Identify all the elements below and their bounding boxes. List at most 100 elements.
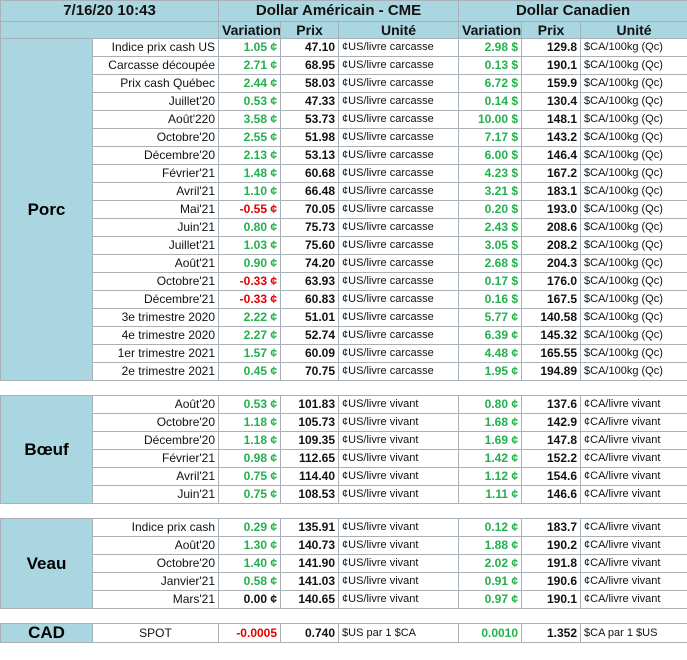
cad-variation: 6.72 $	[458, 74, 523, 93]
cad-unite-header: Unité	[580, 21, 687, 39]
cad-unit: $CA/100kg (Qc)	[580, 290, 687, 309]
cad-variation: 6.39 ¢	[458, 326, 523, 345]
usd-unit: ¢US/livre carcasse	[338, 38, 460, 57]
cad-unit: $CA/100kg (Qc)	[580, 182, 687, 201]
usd-prix-header: Prix	[280, 21, 340, 39]
cad-price: 130.4	[521, 92, 582, 111]
cad-variation: 0.20 $	[458, 200, 523, 219]
row-label: Décembre'20	[91, 146, 220, 165]
usd-price: 47.10	[280, 38, 340, 57]
cad-prix-header: Prix	[521, 21, 582, 39]
cad-price: 129.8	[521, 38, 582, 57]
row-label: SPOT	[91, 623, 220, 643]
cad-variation: 0.0010	[458, 623, 523, 643]
price-table: 7/16/20 10:43 Dollar Américain - CME Dol…	[0, 0, 687, 643]
cad-unit: $CA/100kg (Qc)	[580, 326, 687, 345]
usd-variation: 0.75 ¢	[218, 485, 282, 504]
table-row: Août'21 0.90 ¢ 74.20 ¢US/livre carcasse 2.68…	[1, 254, 687, 273]
usd-unit: ¢US/livre vivant	[338, 449, 460, 468]
usd-price: 140.65	[280, 590, 340, 609]
usd-unit: ¢US/livre vivant	[338, 554, 460, 573]
usd-unit: ¢US/livre carcasse	[338, 236, 460, 255]
usd-variation: 0.00 ¢	[218, 590, 282, 609]
table-row: Février'21 0.98 ¢ 112.65 ¢US/livre vivant 1.…	[1, 449, 687, 468]
cad-variation: 0.91 ¢	[458, 572, 523, 591]
row-label: Février'21	[91, 164, 220, 183]
cad-unit: $CA/100kg (Qc)	[580, 218, 687, 237]
cad-variation: 1.88 ¢	[458, 536, 523, 555]
cad-variation: 4.48 ¢	[458, 344, 523, 363]
cad-unit: ¢CA/livre vivant	[580, 485, 687, 504]
usd-unit: ¢US/livre carcasse	[338, 146, 460, 165]
cad-price: 159.9	[521, 74, 582, 93]
cad-variation: 1.68 ¢	[458, 413, 523, 432]
usd-variation: 0.53 ¢	[218, 92, 282, 111]
cad-unit: $CA/100kg (Qc)	[580, 128, 687, 147]
table-row: Avril'21 1.10 ¢ 66.48 ¢US/livre carcasse 3.2…	[1, 182, 687, 201]
usd-price: 135.91	[280, 518, 340, 537]
row-label: 2e trimestre 2021	[91, 362, 220, 381]
usd-variation: 1.57 ¢	[218, 344, 282, 363]
usd-variation: 0.98 ¢	[218, 449, 282, 468]
usd-variation: 1.40 ¢	[218, 554, 282, 573]
usd-variation: 2.13 ¢	[218, 146, 282, 165]
table-row: Juillet'20 0.53 ¢ 47.33 ¢US/livre carcasse 0…	[1, 92, 687, 111]
cad-unit: $CA/100kg (Qc)	[580, 254, 687, 273]
cad-unit: ¢CA/livre vivant	[580, 572, 687, 591]
table-row: 2e trimestre 2021 0.45 ¢ 70.75 ¢US/livre ca…	[1, 362, 687, 381]
usd-unit: ¢US/livre carcasse	[338, 290, 460, 309]
header-blank	[0, 21, 220, 39]
table-row: Août'220 3.58 ¢ 53.73 ¢US/livre carcasse 10.…	[1, 110, 687, 129]
usd-variation: 2.27 ¢	[218, 326, 282, 345]
usd-unit: ¢US/livre carcasse	[338, 56, 460, 75]
cad-price: 190.1	[521, 56, 582, 75]
cad-variation: 0.12 ¢	[458, 518, 523, 537]
cad-price: 147.8	[521, 431, 582, 450]
cad-variation: 3.21 $	[458, 182, 523, 201]
cad-unit: $CA/100kg (Qc)	[580, 38, 687, 57]
row-label: Janvier'21	[91, 572, 220, 591]
cad-variation: 4.23 $	[458, 164, 523, 183]
cad-price: 142.9	[521, 413, 582, 432]
cad-unit: ¢CA/livre vivant	[580, 431, 687, 450]
report-date: 7/16/20 10:43	[0, 0, 220, 22]
row-label: Août'20	[91, 536, 220, 555]
usd-unit: ¢US/livre carcasse	[338, 200, 460, 219]
usd-unit: ¢US/livre carcasse	[338, 182, 460, 201]
usd-variation: 1.03 ¢	[218, 236, 282, 255]
usd-unit: $US par 1 $CA	[338, 623, 460, 643]
table-row: Janvier'21 0.58 ¢ 141.03 ¢US/livre vivant 0.…	[1, 572, 687, 591]
usd-unit: ¢US/livre vivant	[338, 395, 460, 414]
usd-unit: ¢US/livre carcasse	[338, 218, 460, 237]
usd-price: 47.33	[280, 92, 340, 111]
cad-variation: 1.12 ¢	[458, 467, 523, 486]
usd-variation: 1.05 ¢	[218, 38, 282, 57]
usd-unit: ¢US/livre carcasse	[338, 362, 460, 381]
usd-unit: ¢US/livre carcasse	[338, 326, 460, 345]
cad-price: 146.6	[521, 485, 582, 504]
usd-price: 114.40	[280, 467, 340, 486]
cad-variation: 1.42 ¢	[458, 449, 523, 468]
table-row: Avril'21 0.75 ¢ 114.40 ¢US/livre vivant 1.12…	[1, 467, 687, 486]
usd-price: 53.73	[280, 110, 340, 129]
usd-price: 52.74	[280, 326, 340, 345]
cad-unit: $CA/100kg (Qc)	[580, 146, 687, 165]
row-label: Octobre'20	[91, 413, 220, 432]
table-row: Veau Indice prix cash 0.29 ¢ 135.91 ¢US/livr…	[0, 518, 687, 609]
cad-price: 183.1	[521, 182, 582, 201]
cad-unit: $CA par 1 $US	[580, 623, 687, 643]
usd-unit: ¢US/livre carcasse	[338, 164, 460, 183]
row-label: Décembre'20	[91, 431, 220, 450]
table-row: Décembre'20 2.13 ¢ 53.13 ¢US/livre carcasse…	[1, 146, 687, 165]
cad-unit: $CA/100kg (Qc)	[580, 272, 687, 291]
cad-unit: $CA/100kg (Qc)	[580, 92, 687, 111]
table-row: 4e trimestre 2020 2.27 ¢ 52.74 ¢US/livre ca…	[1, 326, 687, 345]
table-row: 1er trimestre 2021 1.57 ¢ 60.09 ¢US/livre c…	[1, 344, 687, 363]
table-row: Octobre'21 -0.33 ¢ 63.93 ¢US/livre carcasse…	[1, 272, 687, 291]
usd-price: 109.35	[280, 431, 340, 450]
cad-price: 154.6	[521, 467, 582, 486]
usd-variation: -0.55 ¢	[218, 200, 282, 219]
usd-price: 112.65	[280, 449, 340, 468]
usd-unit: ¢US/livre carcasse	[338, 128, 460, 147]
usd-price: 58.03	[280, 74, 340, 93]
